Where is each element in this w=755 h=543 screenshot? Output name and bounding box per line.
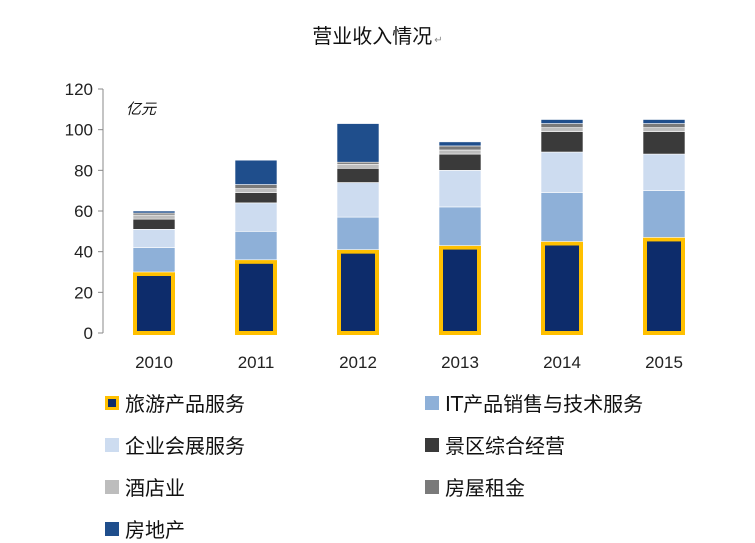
bar-segment-2010-series-6	[132, 212, 176, 216]
bar-segment-2013-series-3	[438, 170, 482, 208]
x-tick-label: 2012	[339, 353, 377, 372]
bar-segment-2010-series-3	[132, 229, 176, 248]
legend-swatch	[425, 395, 439, 410]
bar-segment-2015-series-3	[642, 153, 686, 191]
legend-item: 景区综合经营	[425, 430, 565, 459]
y-tick-label: 20	[74, 283, 93, 302]
bar-segment-2014-series-6	[540, 123, 584, 128]
y-tick-label: 80	[74, 161, 93, 180]
legend-item: 企业会展服务	[105, 430, 245, 459]
bar-segment-2012-series-6	[336, 161, 380, 165]
x-tick-label: 2010	[135, 353, 173, 372]
bar-segment-2011-series-7	[234, 159, 278, 185]
bar-segment-2014-series-2	[540, 192, 584, 242]
x-tick-label: 2011	[238, 353, 275, 372]
legend-label: 景区综合经营	[445, 434, 565, 458]
x-tick-label: 2015	[645, 353, 683, 372]
legend-swatch	[105, 437, 119, 452]
bar-segment-2014-series-3	[540, 151, 584, 194]
legend-item: IT产品销售与技术服务	[425, 388, 643, 417]
bar-segment-2013-series-1	[439, 245, 481, 335]
bar-segment-2010-series-5	[132, 214, 176, 220]
legend-item: 旅游产品服务	[105, 388, 245, 417]
legend-label: 房屋租金	[445, 476, 525, 500]
y-axis-unit-label: 亿元	[126, 100, 157, 118]
axis-layer	[98, 88, 104, 334]
bars-layer	[132, 119, 686, 335]
bar-segment-2012-series-2	[336, 216, 380, 250]
x-tick-label: 2014	[543, 353, 581, 372]
bar-segment-2015-series-5	[642, 127, 686, 132]
bar-segment-2014-series-4	[540, 131, 584, 153]
bar-segment-2015-series-1	[643, 237, 685, 335]
bar-segment-2014-series-5	[540, 127, 584, 132]
return-mark-icon: ↵	[434, 35, 443, 46]
x-tick-label: 2013	[441, 353, 479, 372]
legend-label: 酒店业	[125, 476, 185, 500]
bar-segment-2015-series-2	[642, 190, 686, 238]
bar-segment-2012-series-3	[336, 182, 380, 218]
bar-segment-2011-series-4	[234, 192, 278, 204]
legend-item: 房屋租金	[425, 472, 525, 501]
chart-title-text: 营业收入情况	[312, 24, 433, 48]
bar-segment-2010-series-4	[132, 218, 176, 230]
legend-label: 企业会展服务	[125, 434, 245, 458]
bar-segment-2012-series-7	[336, 123, 380, 163]
y-tick-label: 60	[74, 202, 93, 221]
bar-segment-2014-series-7	[540, 119, 584, 124]
bar-segment-2015-series-6	[642, 123, 686, 128]
bar-segment-2011-series-6	[234, 184, 278, 189]
legend-swatch	[425, 479, 439, 494]
y-tick-label: 40	[74, 243, 93, 262]
legend-item: 房地产	[105, 514, 185, 543]
bar-segment-2011-series-2	[234, 231, 278, 261]
bar-segment-2010-series-1	[133, 272, 175, 335]
legend-label: IT产品销售与技术服务	[445, 392, 644, 416]
legend-swatch	[105, 395, 119, 410]
chart-title: 营业收入情况 ↵	[0, 20, 755, 49]
legend-item: 酒店业	[105, 472, 185, 501]
bar-segment-2011-series-5	[234, 188, 278, 193]
bar-segment-2012-series-5	[336, 163, 380, 169]
bar-segment-2013-series-7	[438, 141, 482, 147]
legend-swatch	[425, 437, 439, 452]
bar-segment-2015-series-4	[642, 131, 686, 155]
bar-segment-2014-series-1	[541, 241, 583, 335]
legend-label: 旅游产品服务	[125, 392, 245, 416]
bar-segment-2011-series-3	[234, 202, 278, 232]
y-tick-label: 100	[65, 121, 93, 140]
legend-swatch	[105, 479, 119, 494]
legend-label: 房地产	[125, 518, 185, 542]
bar-segment-2013-series-5	[438, 149, 482, 155]
y-tick-label: 0	[84, 324, 93, 343]
legend-swatch	[105, 521, 119, 536]
y-tick-label: 120	[65, 80, 93, 99]
bar-segment-2015-series-7	[642, 119, 686, 124]
bar-segment-2010-series-7	[132, 210, 176, 214]
labels-layer: 0 20 40 60 80 100 120 亿元 2010 2011 2012 2013 2014 201…	[65, 80, 683, 372]
bar-segment-2010-series-2	[132, 247, 176, 273]
bar-segment-2011-series-1	[235, 259, 277, 335]
bar-segment-2012-series-4	[336, 168, 380, 183]
stacked-bar-chart: 0 20 40 60 80 100 120 亿元 2010 2011 2012 2013 2014 201…	[65, 80, 686, 372]
bar-segment-2013-series-4	[438, 153, 482, 171]
bar-segment-2012-series-1	[337, 249, 379, 335]
bar-segment-2013-series-2	[438, 206, 482, 246]
bar-segment-2013-series-6	[438, 145, 482, 151]
